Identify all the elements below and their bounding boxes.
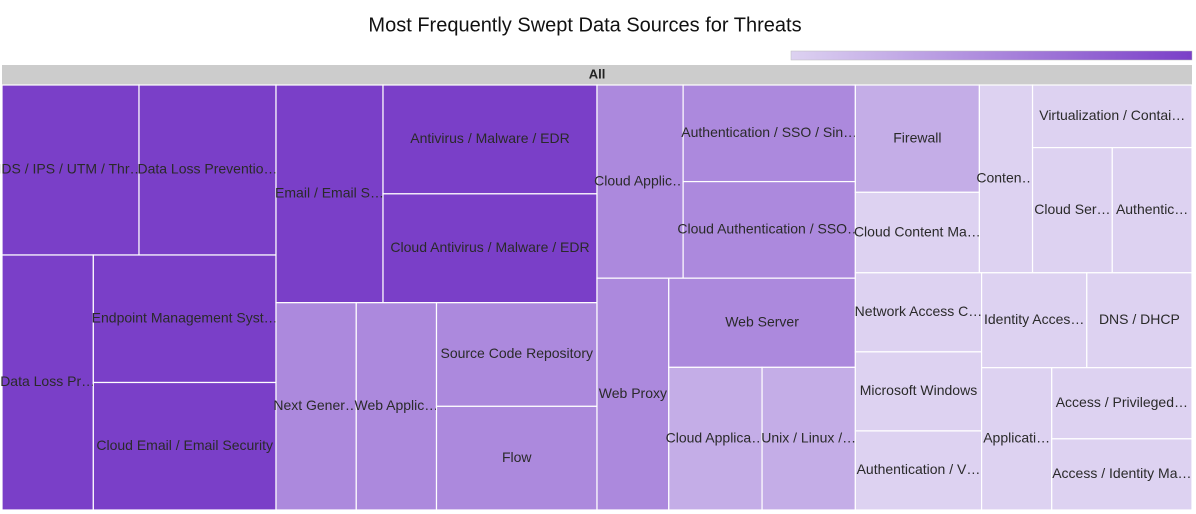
- treemap-cell: [1031, 146, 1113, 274]
- treemap-cell: [92, 254, 277, 384]
- cell-label: Email / Email S…: [275, 185, 384, 201]
- cell-label: Virtualization / Contai…: [1039, 107, 1185, 123]
- cell-label: IDS / IPS / UTM / Thr…: [0, 161, 143, 177]
- treemap-cell: [435, 405, 598, 511]
- treemap-cell: [1051, 438, 1193, 511]
- cell-label: Cloud Content Ma…: [854, 223, 981, 239]
- cell-label: Endpoint Management Syst…: [92, 309, 278, 325]
- treemap-cell: [854, 430, 983, 511]
- cell-label: Authentication / SSO / Sin…: [681, 124, 857, 140]
- cell-label: Data Loss Preventio…: [137, 161, 277, 177]
- cell-label: Firewall: [893, 129, 941, 145]
- cell-label: Cloud Email / Email Security: [96, 437, 273, 453]
- cell-label: Web Applic…: [354, 397, 438, 413]
- treemap-cell: [382, 193, 598, 304]
- cell-label: Cloud Authentication / SSO…: [677, 221, 861, 237]
- cell-label: DNS / DHCP: [1099, 311, 1180, 327]
- cell-label: Antivirus / Malware / EDR: [410, 130, 569, 146]
- treemap-cell: [92, 381, 277, 511]
- cell-label: Cloud Applic…: [594, 172, 686, 188]
- treemap-cell: [761, 366, 856, 511]
- cell-label: Access / Privileged…: [1056, 394, 1188, 410]
- cell-label: Network Access C…: [855, 303, 983, 319]
- chart-title: Most Frequently Swept Data Sources for T…: [368, 14, 801, 36]
- root-label: All: [589, 66, 606, 81]
- treemap-cell: [275, 84, 384, 304]
- cell-label: Cloud Applica…: [666, 429, 766, 445]
- treemap-cell: [1111, 146, 1193, 274]
- cell-label: Cloud Antivirus / Malware / EDR: [390, 239, 589, 255]
- treemap-cell: [1051, 367, 1193, 440]
- treemap-cell: [382, 84, 598, 195]
- treemap-cell: [854, 351, 983, 432]
- treemap-cell: [275, 302, 357, 511]
- cell-label: Next Gener…: [273, 397, 359, 413]
- treemap-cell: [980, 272, 1088, 369]
- treemap-cell: [980, 367, 1053, 511]
- cell-label: Unix / Linux /…: [761, 429, 856, 445]
- cell-label: Flow: [502, 449, 532, 465]
- treemap-cell: [1031, 84, 1193, 149]
- cell-label: Microsoft Windows: [860, 382, 977, 398]
- cell-label: Source Code Repository: [440, 345, 593, 361]
- cell-label: Conten…: [976, 170, 1035, 186]
- treemap-cell: [355, 302, 438, 511]
- treemap-cell: [682, 84, 856, 183]
- treemap-cell: [682, 180, 856, 279]
- cell-label: Authentication / V…: [857, 461, 981, 477]
- cell-label: Applicati…: [983, 430, 1050, 446]
- treemap-cell: [596, 84, 684, 279]
- treemap-cell: [435, 302, 598, 407]
- cell-label: Web Server: [725, 313, 799, 329]
- cell-label: Web Proxy: [599, 385, 667, 401]
- cell-label: Authentic…: [1116, 201, 1188, 217]
- cell-label: Access / Identity Ma…: [1052, 465, 1191, 481]
- treemap-cell: [978, 84, 1034, 274]
- root-header: [2, 65, 1192, 85]
- cell-label: Identity Acces…: [984, 311, 1084, 327]
- treemap-cell: [668, 366, 763, 511]
- color-bar: [790, 50, 1193, 61]
- cell-label: Data Loss Pr…: [0, 373, 95, 389]
- cell-label: Cloud Ser…: [1034, 201, 1110, 217]
